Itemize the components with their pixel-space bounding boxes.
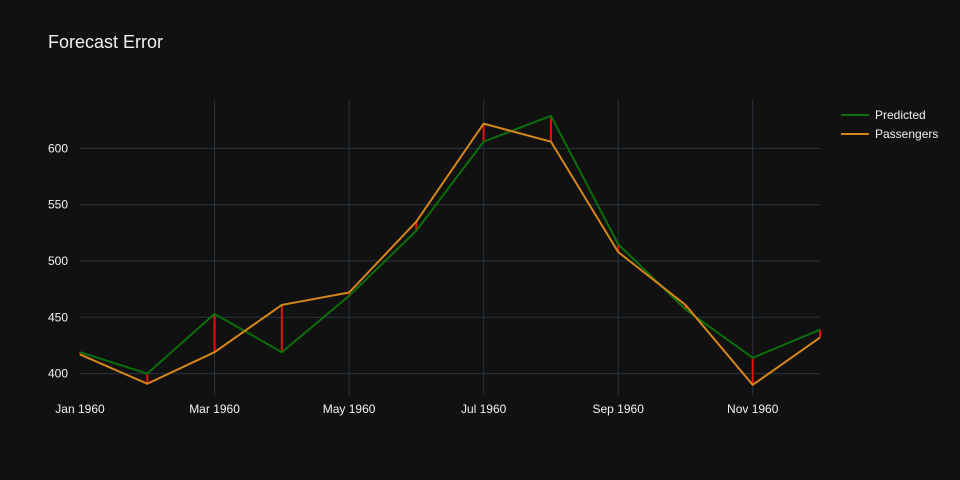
y-tick-label: 400: [48, 367, 68, 381]
legend-item-predicted[interactable]: Predicted: [841, 108, 926, 122]
x-tick-label: Sep 1960: [592, 402, 644, 416]
error-segments-layer: [79, 115, 821, 385]
series-lines-layer: [79, 114, 821, 386]
y-tick-label: 550: [48, 198, 68, 212]
legend-item-passengers[interactable]: Passengers: [841, 127, 938, 141]
y-tick-label: 450: [48, 310, 68, 324]
axis-labels-layer: 400 450 500 550 600 Jan 1960 Mar 1960 May 1960 J…: [48, 141, 779, 416]
grid-layer: [80, 100, 820, 395]
legend-label: Predicted: [875, 108, 926, 122]
x-tick-label: Nov 1960: [727, 402, 779, 416]
chart-title: Forecast Error: [48, 32, 164, 52]
series-line-passengers: [79, 122, 821, 386]
x-tick-label: May 1960: [323, 402, 376, 416]
legend[interactable]: Predicted Passengers: [841, 108, 938, 141]
legend-label: Passengers: [875, 127, 938, 141]
x-tick-label: Jul 1960: [461, 402, 507, 416]
x-tick-label: Mar 1960: [189, 402, 240, 416]
x-tick-label: Jan 1960: [55, 402, 105, 416]
series-line-predicted: [79, 114, 821, 375]
y-tick-label: 500: [48, 254, 68, 268]
y-tick-label: 600: [48, 141, 68, 155]
